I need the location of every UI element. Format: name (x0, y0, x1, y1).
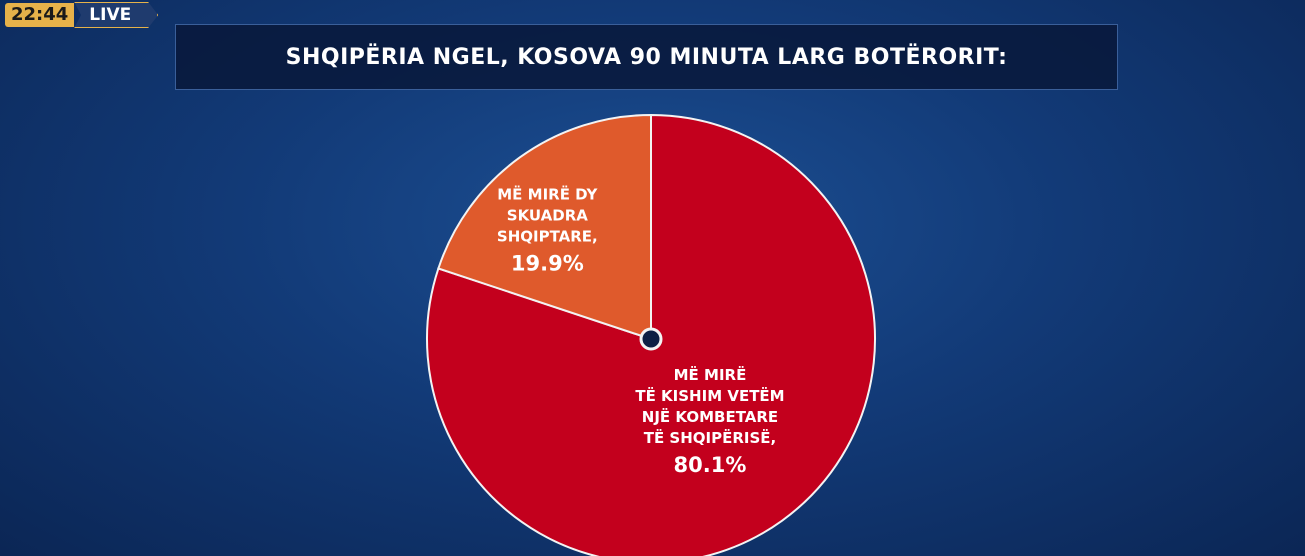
slice-label: MË MIRË DY SKUADRA SHQIPTARE, 19.9% (497, 185, 598, 276)
live-label: LIVE (74, 2, 159, 28)
clock: 22:44 (5, 3, 75, 27)
category-label: MË MIRË TË KISHIM VETËM NJË KOMBETARE TË… (635, 365, 785, 447)
value-label: 19.9% (510, 251, 584, 276)
category-label: MË MIRË DY SKUADRA SHQIPTARE, (496, 185, 598, 246)
live-badge: 22:44 LIVE (5, 2, 159, 28)
value-label: 80.1% (673, 452, 747, 477)
pie-slice (437, 113, 652, 341)
center-dot (639, 327, 663, 351)
chart-title: SHQIPËRIA NGEL, KOSOVA 90 MINUTA LARG BO… (285, 44, 1008, 70)
title-box: SHQIPËRIA NGEL, KOSOVA 90 MINUTA LARG BO… (175, 24, 1118, 90)
slice-label: MË MIRË TË KISHIM VETËM NJË KOMBETARE TË… (635, 365, 784, 477)
pie-slice (426, 113, 876, 556)
